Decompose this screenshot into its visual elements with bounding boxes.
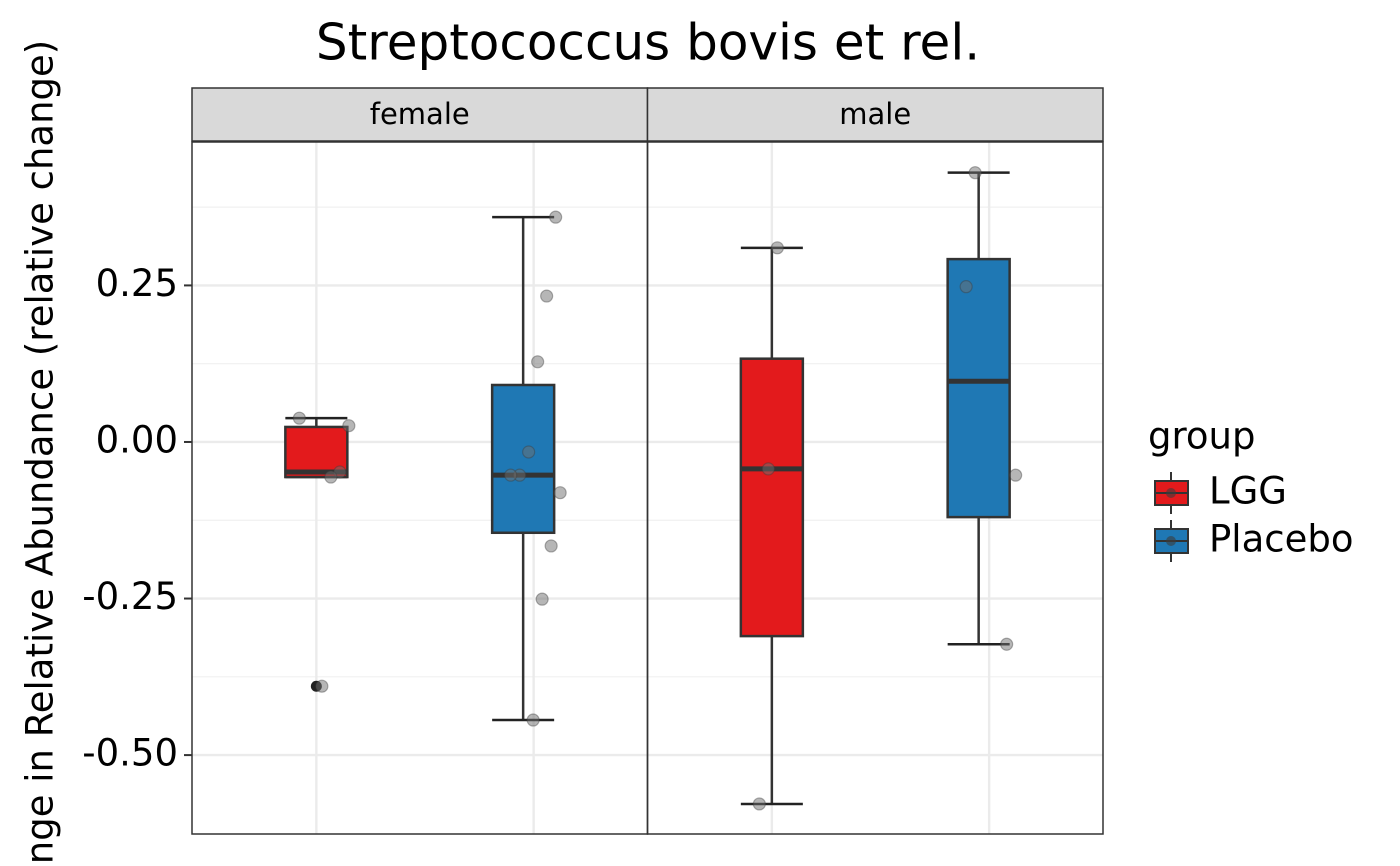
facet-label: female [370,97,470,131]
data-point [959,280,973,294]
data-point [342,419,356,433]
y-axis-label: Change in Relative Abundance (relative c… [19,40,62,866]
box [490,383,556,535]
data-point [522,445,536,459]
data-point [549,210,563,224]
data-point [535,592,549,606]
legend-key-point [1166,536,1176,546]
data-point [761,462,775,476]
data-point [292,411,306,425]
y-tick-label: -0.50 [82,732,178,775]
facet-strip [646,87,1104,142]
data-point [531,355,545,369]
data-point [526,713,540,727]
data-point [544,539,558,553]
data-point [770,241,784,255]
legend-title: group [1148,415,1255,458]
data-point [1009,468,1023,482]
data-point [1000,637,1014,651]
data-point [315,679,329,693]
facet-label: male [839,97,911,131]
y-tick-label: -0.25 [82,575,178,618]
legend-label: Placebo [1209,518,1354,561]
data-point [968,166,982,180]
legend-key-point [1166,488,1176,498]
panel [192,142,648,834]
data-point [752,797,766,811]
data-point [324,470,338,484]
panel [647,142,1103,834]
legend-label: LGG [1209,470,1287,513]
data-point [553,486,567,500]
panel-border [646,141,1104,835]
facet-strip [191,87,649,142]
data-point [540,289,554,303]
box [739,357,805,638]
chart-title: Streptococcus bovis et rel. [316,14,980,72]
data-point [504,468,518,482]
y-tick-label: 0.00 [96,418,178,461]
y-tick-label: 0.25 [96,262,178,305]
box [946,257,1011,519]
